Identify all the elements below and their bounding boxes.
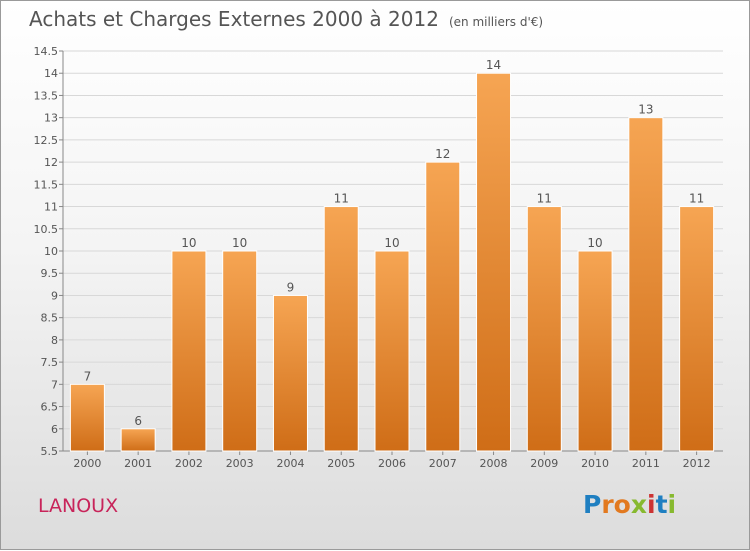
proxiti-logo: Proxiti (583, 490, 676, 519)
chart-title: Achats et Charges Externes 2000 à 2012 (e… (29, 7, 543, 31)
logo-letter: t (655, 490, 668, 519)
y-tick-label: 12 (44, 156, 58, 169)
y-tick-label: 10.5 (34, 223, 59, 236)
chart-subtitle: (en milliers d'€) (448, 15, 544, 29)
x-tick-label: 2005 (327, 457, 355, 470)
x-tick-label: 2006 (378, 457, 406, 470)
x-tick-label: 2000 (73, 457, 101, 470)
logo-letter: P (583, 490, 602, 519)
logo-letter: i (647, 490, 656, 519)
bar-2008 (476, 72, 512, 452)
y-tick-label: 13.5 (34, 89, 59, 102)
y-tick-label: 14 (44, 67, 58, 80)
bar-2010 (577, 250, 613, 452)
chart-title-text: Achats et Charges Externes 2000 à 2012 (29, 7, 439, 31)
y-tick-label: 7.5 (41, 356, 59, 369)
x-tick-label: 2009 (530, 457, 558, 470)
commune-name: LANOUX (38, 495, 119, 517)
bar-2004 (272, 294, 308, 452)
bar-2012 (679, 206, 715, 452)
data-label: 10 (181, 236, 196, 250)
y-tick-label: 9 (51, 289, 58, 302)
data-label: 12 (435, 147, 450, 161)
data-label: 11 (334, 192, 349, 206)
y-tick-label: 6.5 (41, 401, 59, 414)
x-tick-label: 2001 (124, 457, 152, 470)
bar-2009 (526, 206, 562, 452)
bar-2005 (323, 206, 359, 452)
data-label: 7 (84, 369, 92, 383)
logo-letter: o (613, 490, 631, 519)
y-tick-label: 8 (51, 334, 58, 347)
data-label: 14 (486, 58, 501, 72)
data-label: 13 (638, 103, 653, 117)
y-tick-label: 12.5 (34, 134, 59, 147)
y-tick-label: 9.5 (41, 267, 59, 280)
bar-2002 (171, 250, 207, 452)
y-tick-label: 11 (44, 201, 58, 214)
bar-2001 (120, 428, 156, 452)
bar-2000 (69, 383, 105, 452)
y-tick-label: 8.5 (41, 312, 59, 325)
x-tick-label: 2008 (480, 457, 508, 470)
data-label: 10 (384, 236, 399, 250)
bar-2003 (222, 250, 258, 452)
y-tick-label: 10 (44, 245, 58, 258)
y-tick-label: 5.5 (41, 445, 59, 458)
data-label: 11 (689, 192, 704, 206)
data-label: 11 (537, 192, 552, 206)
y-tick-label: 13 (44, 112, 58, 125)
y-tick-label: 11.5 (34, 178, 59, 191)
y-tick-label: 6 (51, 423, 58, 436)
logo-letter: x (630, 490, 647, 519)
x-tick-label: 2002 (175, 457, 203, 470)
y-tick-labels: 5.5 6 6.5 7 7.5 8 8.5 9 9.5 10 10.5 11 11.5 12 12.5 13 1… (34, 45, 59, 458)
bars (69, 72, 715, 452)
x-tick-label: 2011 (632, 457, 660, 470)
x-tick-label: 2007 (429, 457, 457, 470)
bar-2011 (628, 117, 664, 452)
data-labels: 7 6 10 10 9 11 10 12 14 11 10 13 11 (84, 58, 705, 428)
x-tick-label: 2010 (581, 457, 609, 470)
logo-letter: i (667, 490, 677, 519)
x-tick-label: 2003 (226, 457, 254, 470)
y-tick-label: 14.5 (34, 45, 59, 58)
data-label: 10 (232, 236, 247, 250)
data-label: 10 (587, 236, 602, 250)
bar-2007 (425, 161, 461, 452)
data-label: 9 (287, 280, 295, 294)
x-tick-labels: 2000 2001 2002 2003 2004 2005 2006 2007 2008 2009… (73, 457, 710, 470)
bar-2006 (374, 250, 410, 452)
logo-letter: r (601, 490, 614, 519)
y-tick-label: 7 (51, 378, 58, 391)
data-label: 6 (134, 414, 142, 428)
x-tick-label: 2004 (276, 457, 304, 470)
x-tick-label: 2012 (683, 457, 711, 470)
